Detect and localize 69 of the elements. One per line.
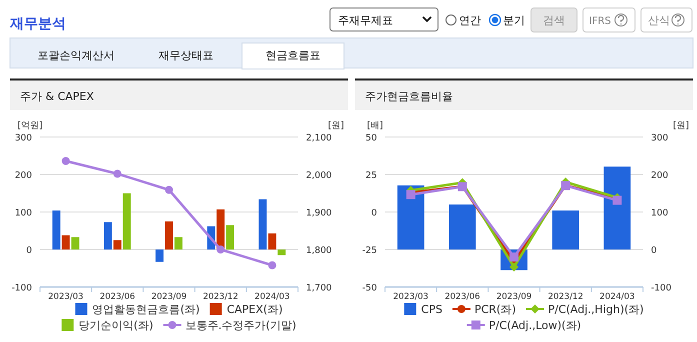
point bbox=[165, 186, 173, 194]
y2-axis-title: [원] bbox=[672, 121, 689, 131]
y2-tick-label: 100 bbox=[651, 208, 668, 218]
y2-tick-label: 1,900 bbox=[306, 208, 332, 218]
bar bbox=[552, 210, 580, 250]
point bbox=[62, 157, 70, 165]
bar bbox=[71, 237, 80, 250]
bar bbox=[258, 199, 267, 250]
point bbox=[510, 262, 518, 272]
bar bbox=[216, 209, 225, 250]
bar bbox=[52, 210, 60, 250]
x-tick-label: 2024/03 bbox=[254, 292, 290, 302]
point bbox=[406, 190, 416, 200]
legend-label: CPS bbox=[421, 303, 442, 316]
legend-label: 영업활동현금흐름(좌) bbox=[92, 303, 200, 316]
legend-label: 당기순이익(좌) bbox=[78, 319, 154, 332]
bar bbox=[226, 225, 234, 250]
x-tick-label: 2023/03 bbox=[48, 292, 84, 302]
y-tick-label: 200 bbox=[14, 171, 32, 181]
y-tick-label: 100 bbox=[14, 208, 32, 218]
x-tick-label: 2023/03 bbox=[393, 292, 428, 302]
legend-label: CAPEX(좌) bbox=[226, 303, 283, 316]
bar bbox=[122, 193, 131, 250]
bar bbox=[268, 233, 276, 250]
x-tick-label: 2023/12 bbox=[548, 292, 584, 302]
y-tick-label: 25 bbox=[366, 171, 377, 181]
legend-label: P/C(Adj.,Low)(좌) bbox=[488, 319, 582, 332]
point bbox=[113, 170, 122, 178]
y2-axis-title: [원] bbox=[328, 121, 344, 131]
bar bbox=[397, 185, 424, 250]
x-tick-label: 2023/06 bbox=[444, 292, 480, 302]
y-axis-title: [배] bbox=[366, 121, 384, 131]
bar bbox=[62, 235, 70, 250]
y-axis-title: [억원] bbox=[17, 121, 43, 131]
x-tick-label: 2023/12 bbox=[202, 292, 238, 302]
y2-tick-label: 1,800 bbox=[306, 246, 332, 256]
bar bbox=[448, 204, 476, 250]
y2-tick-label: 200 bbox=[651, 171, 668, 181]
y-tick-label: 0 bbox=[26, 246, 32, 256]
legend-label: PCR(좌) bbox=[474, 303, 516, 316]
chart-title: 주가현금흐름비율 bbox=[365, 90, 453, 103]
y-tick-label: 0 bbox=[371, 208, 378, 218]
bar bbox=[156, 250, 164, 262]
bar bbox=[104, 222, 112, 250]
y2-tick-label: 2,100 bbox=[306, 134, 332, 144]
x-tick-label: 2024/03 bbox=[600, 292, 635, 302]
bar bbox=[174, 237, 182, 250]
bar bbox=[113, 240, 122, 250]
point bbox=[216, 246, 225, 254]
y2-tick-label: 1,700 bbox=[306, 284, 332, 294]
point bbox=[268, 261, 276, 270]
x-tick-label: 2023/09 bbox=[496, 292, 532, 302]
y-tick-label: 50 bbox=[366, 134, 378, 144]
bar bbox=[278, 250, 286, 256]
y2-tick-label: -100 bbox=[651, 284, 672, 294]
x-tick-label: 2023/06 bbox=[100, 292, 136, 302]
legend-label: 보통주.수정주가(기말) bbox=[185, 319, 296, 332]
y-tick-label: -100 bbox=[12, 284, 32, 294]
bar bbox=[165, 221, 173, 250]
y-tick-label: -25 bbox=[362, 246, 377, 256]
chart-title: 주가 & CAPEX bbox=[20, 90, 94, 103]
y-tick-label: -50 bbox=[362, 284, 378, 294]
x-tick-label: 2023/09 bbox=[151, 292, 187, 302]
legend-label: P/C(Adj.,High)(좌) bbox=[548, 303, 644, 316]
bar bbox=[604, 166, 631, 250]
y-tick-label: 300 bbox=[14, 134, 32, 144]
y2-tick-label: 0 bbox=[651, 246, 657, 256]
y2-tick-label: 300 bbox=[651, 134, 668, 144]
y2-tick-label: 2,000 bbox=[306, 171, 332, 181]
